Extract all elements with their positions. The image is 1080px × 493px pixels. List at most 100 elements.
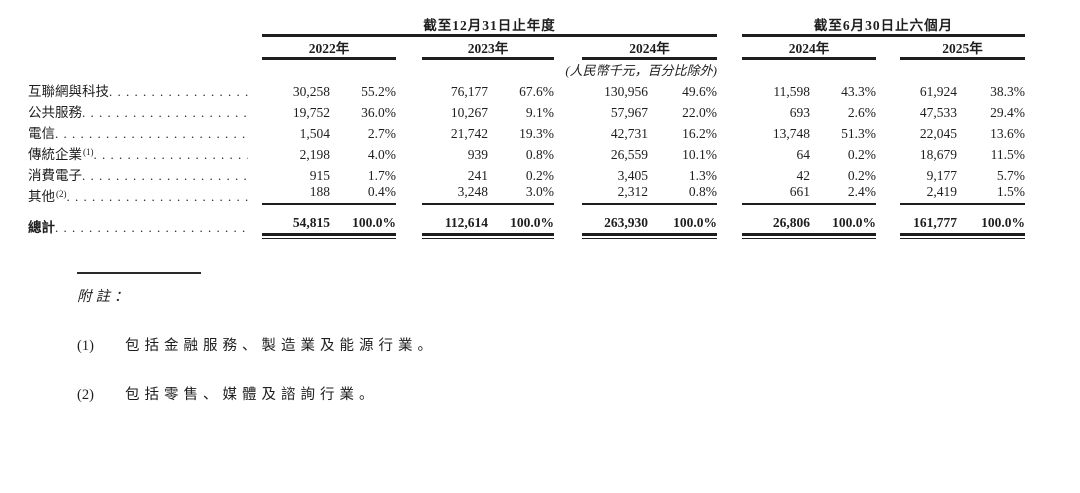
- header-spacer: [28, 14, 262, 36]
- gap: [554, 121, 582, 142]
- revenue-breakdown-table: 截至12月31日止年度 截至6月30日止六個月 2022年 2023年 2024…: [28, 14, 1026, 239]
- value-cell: 188: [262, 184, 330, 205]
- value-cell: 2,312: [582, 184, 648, 205]
- percent-cell: 51.3%: [841, 126, 876, 141]
- header-spacer: [717, 59, 1025, 80]
- period-group-row: 截至12月31日止年度 截至6月30日止六個月: [28, 14, 1026, 37]
- gap: [717, 121, 742, 142]
- value-cell: 22,045: [919, 126, 957, 141]
- row-label: 公共服務: [28, 105, 82, 120]
- value-cell: 61,924: [919, 84, 957, 99]
- value-cell: 9,177: [926, 168, 957, 183]
- percent-cell: 5.7%: [996, 168, 1026, 183]
- table-row: 電信 1,504 2.7% 21,742 19.3% 42,731 16.2% 13,748 5…: [28, 121, 1025, 142]
- year-col-2024: 2024年: [582, 35, 717, 60]
- value-cell: 30,258: [292, 84, 330, 99]
- percent-cell: 2.7%: [367, 126, 396, 141]
- year-col-2023: 2023年: [422, 35, 554, 60]
- footnote-ref: (2): [56, 189, 67, 199]
- footnote-item: (1) 包括金融服務、製造業及能源行業。: [77, 334, 1080, 355]
- percent-cell: 9.1%: [525, 105, 554, 120]
- total-row: 總計54,815100.0%112,614100.0%263,930100.0%…: [28, 205, 1026, 239]
- gap: [876, 121, 900, 142]
- row-label: 其他: [28, 189, 55, 204]
- value-cell: 54,815: [262, 215, 330, 239]
- percent-cell: 0.8%: [525, 147, 554, 162]
- value-cell: 42,731: [610, 126, 648, 141]
- value-cell: 161,777: [900, 215, 957, 239]
- value-cell: 693: [789, 105, 810, 120]
- row-label-cell: 傳統企業 (1): [28, 142, 262, 163]
- percent-cell: 100.0%: [810, 215, 876, 239]
- percent-cell: 55.2%: [361, 84, 396, 99]
- year-header-row: 2022年 2023年 2024年 2024年 2025年: [28, 35, 1026, 60]
- value-cell: 1,504: [299, 126, 330, 141]
- gap: [717, 14, 742, 36]
- row-label: 互聯網與科技: [28, 84, 109, 99]
- percent-cell: 13.6%: [990, 126, 1026, 141]
- footnote-text: 包括金融服務、製造業及能源行業。: [125, 338, 437, 354]
- footnotes-title: 附註：: [77, 289, 133, 305]
- gap: [396, 163, 422, 184]
- dot-leader: [82, 105, 248, 121]
- row-label: 總計: [28, 220, 55, 235]
- percent-cell: 2.6%: [847, 105, 876, 120]
- value-cell: 112,614: [422, 215, 488, 239]
- footnote-item: (2) 包括零售、媒體及諮詢行業。: [77, 383, 1080, 404]
- value-cell: 21,742: [450, 126, 488, 141]
- percent-cell: 3.0%: [488, 184, 554, 205]
- gap: [396, 205, 422, 236]
- row-label: 電信: [28, 126, 55, 141]
- gap: [876, 79, 900, 100]
- value-cell: 19,752: [292, 105, 330, 120]
- table-row: 公共服務 19,752 36.0% 10,267 9.1% 57,967 22.0% 693 2…: [28, 100, 1025, 121]
- percent-cell: 0.2%: [847, 168, 876, 183]
- gap: [717, 184, 742, 205]
- value-cell: 42: [796, 168, 811, 183]
- gap: [396, 36, 422, 59]
- percent-cell: 10.1%: [682, 147, 717, 162]
- percent-cell: 38.3%: [990, 84, 1026, 99]
- gap: [554, 205, 582, 236]
- value-cell: 915: [309, 168, 330, 183]
- gap: [717, 100, 742, 121]
- value-cell: 47,533: [919, 105, 957, 120]
- percent-cell: 0.2%: [525, 168, 554, 183]
- header-spacer: [28, 36, 262, 59]
- percent-cell: 36.0%: [361, 105, 396, 120]
- dot-leader: [55, 126, 248, 142]
- table-row: 其他(2)1880.4%3,2483.0%2,3120.8%6612.4%2,4…: [28, 184, 1026, 205]
- gap: [554, 100, 582, 121]
- row-label-cell: 公共服務: [28, 100, 262, 121]
- dot-leader: [94, 147, 249, 163]
- gap: [717, 163, 742, 184]
- value-cell: 13,748: [772, 126, 810, 141]
- value-cell: 18,679: [919, 147, 957, 162]
- gap: [396, 142, 422, 163]
- gap: [876, 184, 900, 205]
- value-cell: 26,559: [610, 147, 648, 162]
- gap: [554, 184, 582, 205]
- percent-cell: 16.2%: [682, 126, 717, 141]
- gap: [717, 36, 742, 59]
- value-cell: 76,177: [450, 84, 488, 99]
- percent-cell: 100.0%: [330, 215, 396, 239]
- value-cell: 3,248: [422, 184, 488, 205]
- gap: [396, 79, 422, 100]
- dot-leader: [55, 220, 248, 236]
- percent-cell: 0.4%: [330, 184, 396, 205]
- gap: [876, 100, 900, 121]
- percent-cell: 0.8%: [648, 184, 717, 205]
- row-label-cell: 消費電子: [28, 163, 262, 184]
- gap: [876, 36, 900, 59]
- percent-cell: 100.0%: [488, 215, 554, 239]
- gap: [717, 142, 742, 163]
- percent-cell: 100.0%: [648, 215, 717, 239]
- value-cell: 3,405: [617, 168, 648, 183]
- table-row: 互聯網與科技 30,258 55.2% 76,177 67.6% 130,956 49.6%…: [28, 79, 1025, 100]
- document-page: 截至12月31日止年度 截至6月30日止六個月 2022年 2023年 2024…: [0, 14, 1080, 493]
- gap: [876, 205, 900, 236]
- value-cell: 939: [467, 147, 488, 162]
- percent-cell: 100.0%: [957, 215, 1026, 239]
- percent-cell: 4.0%: [367, 147, 396, 162]
